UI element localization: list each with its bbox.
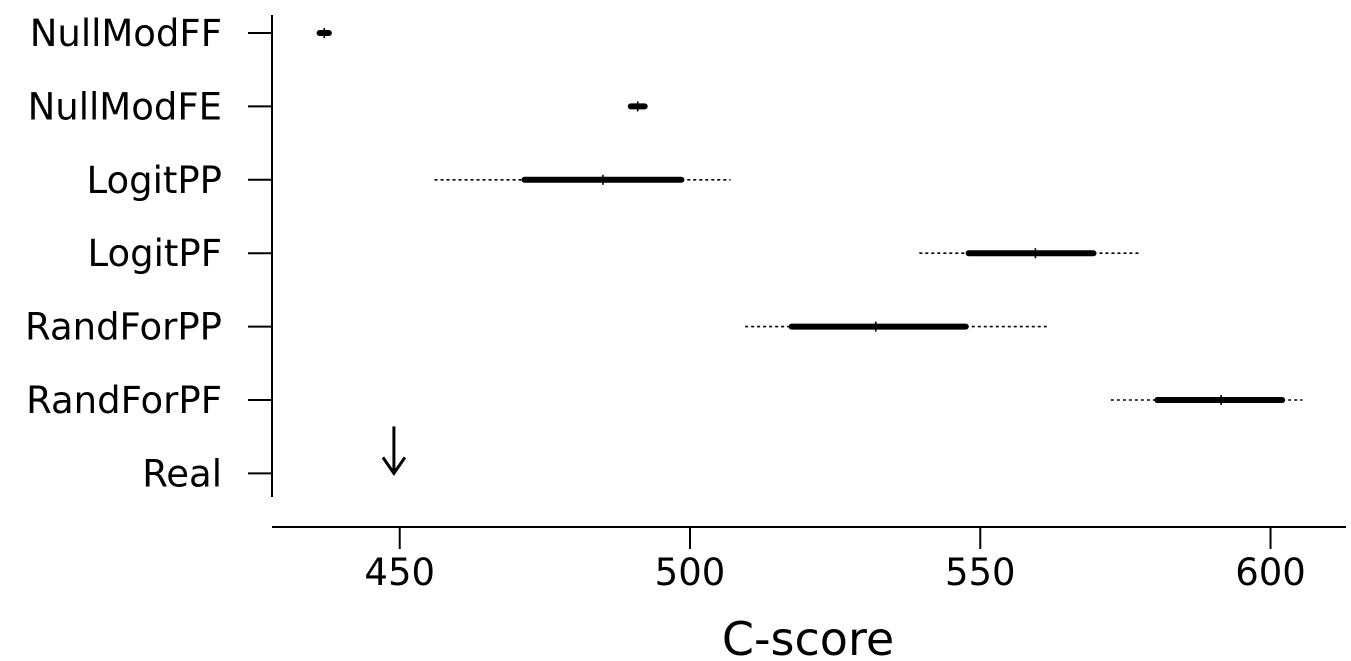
y-tick-label: NullModFE — [28, 85, 222, 128]
y-tick-label: LogitPP — [87, 159, 223, 202]
x-axis: 450 500 550 600 — [272, 526, 1346, 594]
y-tick-label: LogitPF — [88, 232, 222, 275]
y-tick-label: NullModFF — [30, 12, 222, 55]
x-tick-label: 550 — [945, 551, 1016, 594]
y-axis: NullModFF NullModFE LogitPP LogitPF RandForP… — [25, 12, 273, 497]
y-tick-label: Real — [142, 452, 222, 495]
x-tick-label: 600 — [1235, 551, 1306, 594]
x-axis-title: C-score — [722, 612, 894, 661]
x-tick-label: 450 — [364, 551, 435, 594]
plot-area — [316, 28, 1303, 477]
x-tick-label: 500 — [655, 551, 726, 594]
y-tick-label: RandForPP — [25, 306, 222, 349]
arrow-head — [381, 456, 407, 477]
y-tick-label: RandForPF — [26, 379, 222, 422]
real-value-arrow — [381, 426, 407, 477]
